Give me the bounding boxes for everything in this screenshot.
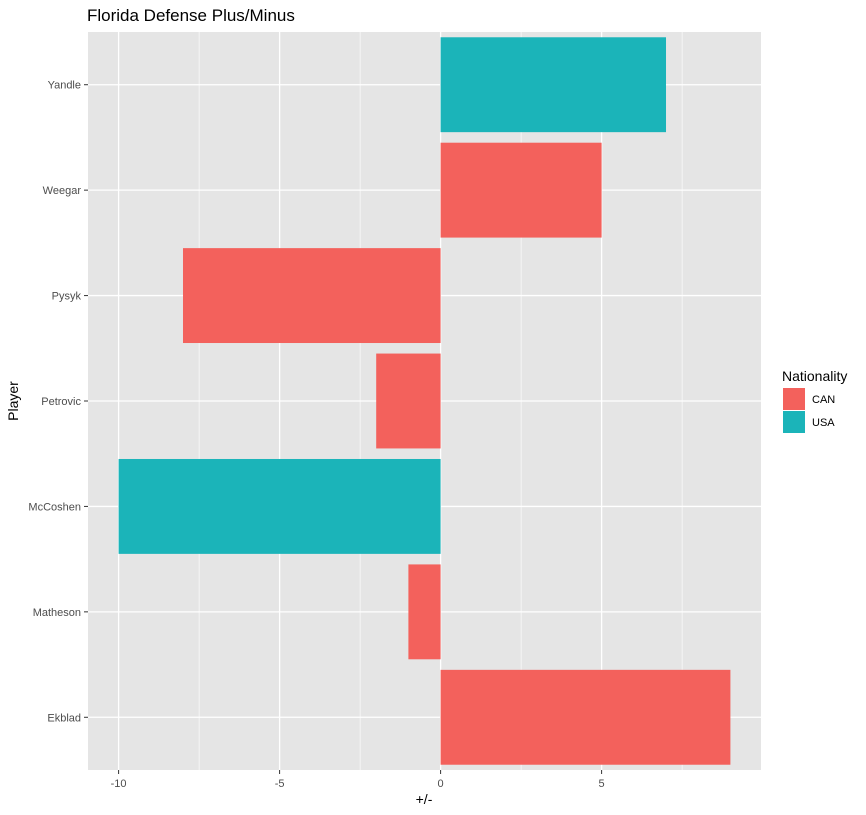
x-tick-label: -5 <box>275 778 285 790</box>
y-tick-label: Matheson <box>33 607 81 619</box>
y-axis: Ekblad Matheson McCoshen Petrovic Pysyk Weega… <box>28 80 88 724</box>
legend-title: Nationality <box>782 368 847 384</box>
legend: Nationality CAN USA <box>782 368 847 433</box>
legend-key-can <box>783 388 805 410</box>
y-tick-label: Pysyk <box>52 291 82 303</box>
y-tick-label: Yandle <box>48 80 81 92</box>
bar-mccoshen <box>118 458 441 554</box>
y-tick-label: Weegar <box>43 185 82 197</box>
legend-label-can: CAN <box>812 394 835 406</box>
x-axis-label: +/- <box>416 791 433 807</box>
bar-yandle <box>440 37 667 133</box>
x-tick-label: 5 <box>599 778 605 790</box>
bar-petrovic <box>376 353 441 449</box>
x-tick-label: 0 <box>438 778 444 790</box>
bars-group <box>118 37 731 765</box>
x-tick-label: -10 <box>111 778 127 790</box>
bar-matheson <box>408 564 441 660</box>
x-axis: -10 -5 0 5 <box>111 770 605 790</box>
y-tick-label: McCoshen <box>28 501 81 513</box>
bar-pysyk <box>182 248 441 344</box>
y-tick-label: Ekblad <box>47 712 81 724</box>
legend-key-usa <box>783 411 805 433</box>
y-axis-label: Player <box>5 381 21 421</box>
bar-ekblad <box>440 669 731 765</box>
bar-weegar <box>440 142 602 238</box>
chart-title: Florida Defense Plus/Minus <box>87 6 295 25</box>
y-tick-label: Petrovic <box>41 396 81 408</box>
legend-label-usa: USA <box>812 417 835 429</box>
